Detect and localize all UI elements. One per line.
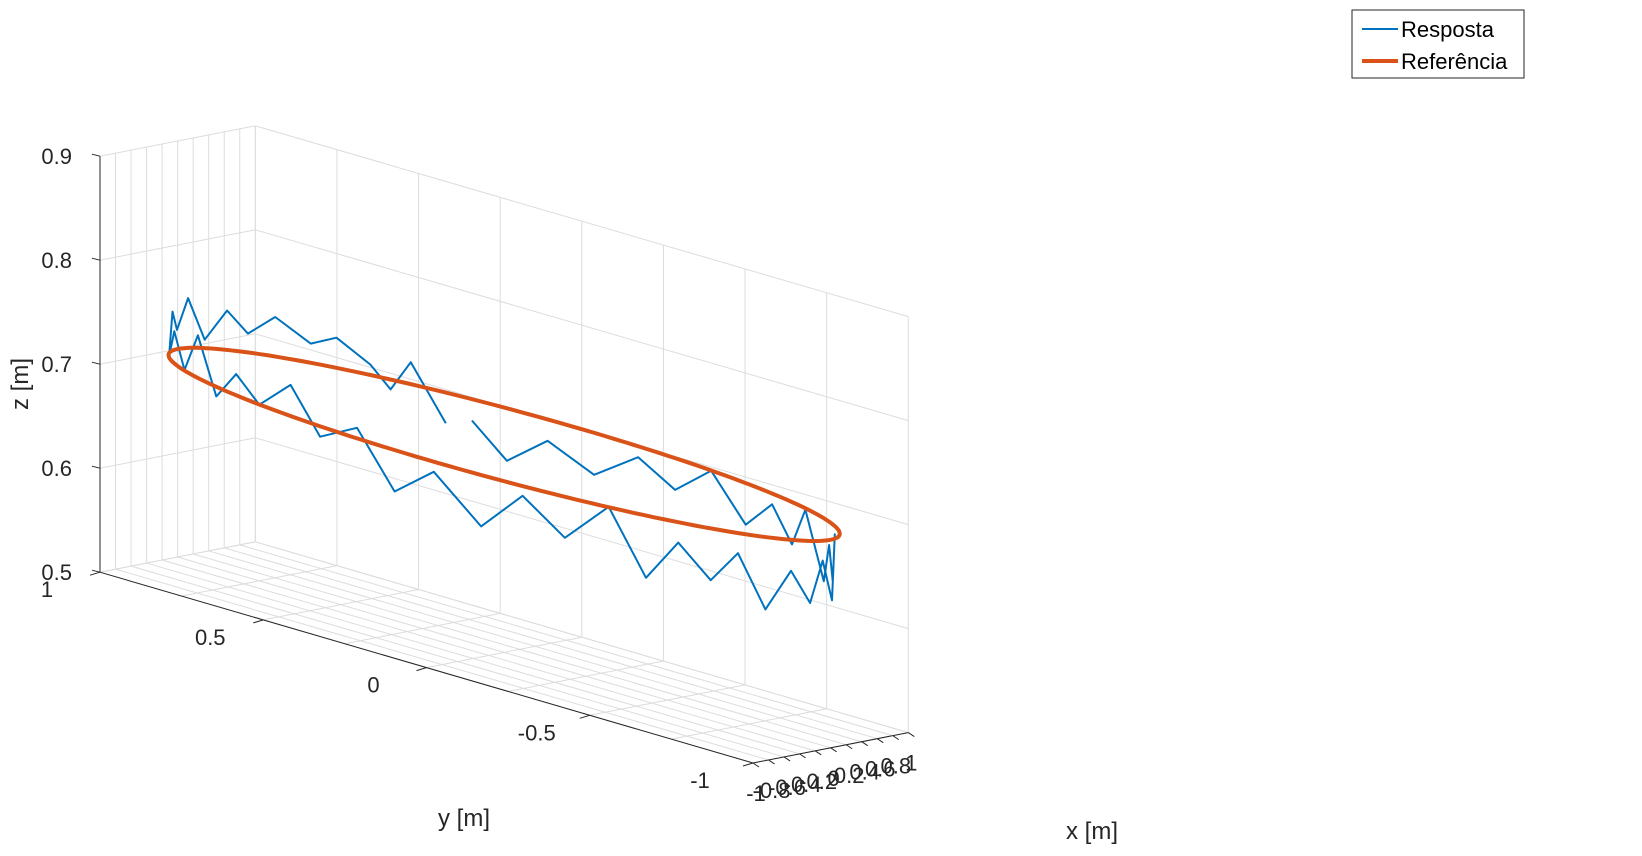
z-tick-mark <box>92 362 100 364</box>
floor-grid-y <box>345 613 500 643</box>
y-axis-label: y [m] <box>438 805 490 832</box>
z-tick-label: 0.6 <box>41 456 72 481</box>
z-tick-mark <box>92 466 100 468</box>
legend: Resposta Referência <box>1352 10 1524 78</box>
x-tick-mark <box>800 754 806 758</box>
z-tick-label: 0.9 <box>41 144 72 169</box>
floor-grid-y <box>508 661 663 691</box>
x-tick-mark <box>831 748 837 752</box>
z-tick-label: 0.5 <box>41 560 72 585</box>
series-line-resposta <box>169 298 835 609</box>
x-axis-label: x [m] <box>1066 818 1118 845</box>
grid-lines <box>100 126 908 763</box>
x-tick-mark <box>753 763 759 767</box>
y-tick-mark <box>417 668 427 671</box>
y-tick-mark <box>743 763 753 766</box>
legend-label-resposta: Resposta <box>1401 17 1495 42</box>
floor-grid-y <box>590 685 745 715</box>
x-tick-mark <box>846 745 852 749</box>
x-tick-mark <box>877 739 883 743</box>
z-tick-label: 0.8 <box>41 248 72 273</box>
x-tick-mark <box>862 742 868 746</box>
z-tick-mark <box>92 154 100 156</box>
y-tick-label: -0.5 <box>518 720 556 745</box>
x-tick-mark <box>908 733 914 737</box>
axes-box <box>90 154 914 767</box>
floor-grid-y <box>671 709 826 739</box>
x-tick-mark <box>784 757 790 761</box>
z-tick-mark <box>92 258 100 260</box>
x-tick-label: 1 <box>905 751 917 776</box>
z-tick-mark <box>92 570 100 572</box>
y-tick-label: -1 <box>690 768 710 793</box>
floor-grid-y <box>427 637 582 667</box>
y-tick-mark <box>580 715 590 718</box>
x-tick-mark <box>815 751 821 755</box>
series-lines <box>169 298 840 609</box>
x-tick-mark <box>769 760 775 764</box>
y-tick-label: 0.5 <box>195 625 226 650</box>
z-tick-label: 0.7 <box>41 352 72 377</box>
z-axis-label: z [m] <box>7 358 34 410</box>
y-tick-mark <box>90 572 100 575</box>
y-tick-label: 0 <box>367 673 379 698</box>
series-line-referncia <box>169 348 840 541</box>
y-tick-mark <box>253 620 263 623</box>
floor-grid-y <box>263 590 418 620</box>
x-tick-mark <box>893 736 899 740</box>
legend-label-referencia: Referência <box>1401 49 1508 74</box>
floor-grid-y <box>182 566 337 596</box>
